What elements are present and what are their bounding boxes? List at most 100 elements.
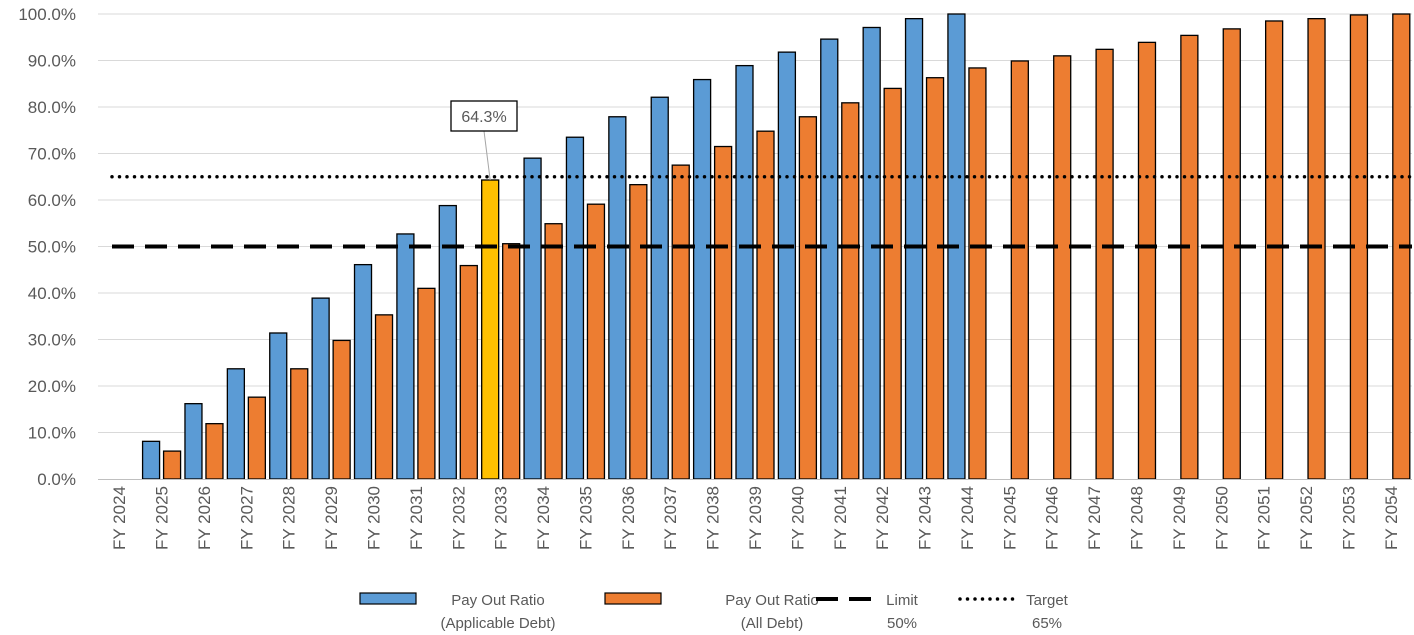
x-tick-label: FY 2037 — [661, 486, 680, 550]
x-tick-label: FY 2041 — [831, 486, 850, 550]
y-axis: 0.0% 10.0% 20.0% 30.0% 40.0% 50.0% 60.0% 70.0% 8… — [18, 5, 76, 489]
bar-applicable-debt — [311, 297, 330, 480]
x-tick-label: FY 2047 — [1085, 486, 1104, 550]
bar-applicable-debt — [141, 440, 161, 480]
legend-swatch — [604, 592, 662, 605]
bar-applicable-debt — [226, 368, 246, 480]
bar-applicable-debt — [396, 233, 415, 480]
x-tick-label: FY 2049 — [1170, 486, 1189, 550]
x-tick-label: FY 2032 — [449, 486, 468, 550]
y-tick-label: 100.0% — [18, 5, 76, 24]
x-tick-label: FY 2052 — [1297, 486, 1316, 550]
x-tick-label: FY 2044 — [958, 486, 977, 550]
legend-label: Pay Out Ratio — [725, 592, 818, 609]
bar-applicable-debt — [692, 78, 712, 480]
bar-all-debt — [629, 184, 648, 480]
y-tick-label: 70.0% — [28, 145, 76, 164]
bar-applicable-debt — [608, 116, 627, 480]
bar-applicable-debt — [565, 136, 585, 480]
bar-all-debt — [417, 287, 436, 480]
bar-all-debt — [205, 423, 224, 480]
x-tick-label: FY 2029 — [322, 486, 341, 550]
bar-all-debt — [713, 145, 733, 480]
y-tick-label: 20.0% — [28, 377, 76, 396]
bar-all-debt — [1180, 34, 1199, 480]
y-tick-label: 10.0% — [28, 424, 76, 443]
y-tick-label: 0.0% — [37, 470, 76, 489]
bar-all-debt — [1222, 28, 1241, 480]
y-tick-label: 50.0% — [28, 238, 76, 257]
callout-box — [450, 100, 518, 132]
bar-all-debt — [1264, 20, 1284, 480]
bar-all-debt — [841, 102, 860, 480]
y-tick-label: 80.0% — [28, 98, 76, 117]
bar-applicable-debt — [777, 51, 797, 480]
x-tick-label: FY 2030 — [365, 486, 384, 550]
bar-all-debt — [290, 368, 309, 480]
x-tick-label: FY 2042 — [873, 486, 892, 550]
legend-swatch — [359, 592, 417, 605]
y-tick-label: 60.0% — [28, 191, 76, 210]
x-tick-label: FY 2048 — [1127, 486, 1146, 550]
y-tick-label: 30.0% — [28, 331, 76, 350]
data-callout: 64.3% — [450, 100, 518, 181]
x-tick-label: FY 2054 — [1382, 486, 1401, 550]
bar-applicable-debt — [481, 179, 500, 480]
x-tick-label: FY 2027 — [237, 486, 256, 550]
bar-all-debt — [1095, 48, 1114, 480]
bar-all-debt — [1053, 55, 1072, 480]
legend-label: Pay Out Ratio — [451, 592, 544, 609]
y-tick-label: 40.0% — [28, 284, 76, 303]
bar-applicable-debt — [904, 17, 924, 480]
x-tick-label: FY 2040 — [788, 486, 807, 550]
bar-all-debt — [247, 396, 267, 480]
legend-label: 65% — [1032, 615, 1062, 632]
bar-all-debt — [332, 339, 351, 480]
bar-all-debt — [459, 264, 478, 480]
bar-applicable-debt — [353, 263, 373, 480]
bar-applicable-debt — [820, 38, 839, 480]
x-tick-label: FY 2036 — [619, 486, 638, 550]
bar-applicable-debt — [862, 26, 881, 480]
legend-label: (Applicable Debt) — [440, 615, 555, 632]
bar-all-debt — [374, 314, 394, 480]
x-tick-label: FY 2043 — [916, 486, 935, 550]
callout-leader-line — [483, 130, 491, 181]
bar-all-debt — [798, 116, 818, 480]
x-tick-label: FY 2039 — [746, 486, 765, 550]
x-tick-label: FY 2025 — [153, 486, 172, 550]
x-tick-label: FY 2033 — [492, 486, 511, 550]
bar-all-debt — [671, 164, 690, 480]
bar-all-debt — [544, 223, 563, 480]
x-tick-label: FY 2035 — [576, 486, 595, 550]
x-tick-label: FY 2045 — [1000, 486, 1019, 550]
bar-applicable-debt — [184, 403, 203, 480]
x-tick-label: FY 2051 — [1255, 486, 1274, 550]
bars — [141, 13, 1411, 480]
x-tick-label: FY 2053 — [1339, 486, 1358, 550]
legend-label: Limit — [886, 592, 919, 609]
x-tick-label: FY 2028 — [280, 486, 299, 550]
bar-all-debt — [1307, 17, 1326, 480]
legend-label: (All Debt) — [741, 615, 804, 632]
x-tick-label: FY 2024 — [110, 486, 129, 550]
bar-all-debt — [883, 87, 902, 480]
bar-all-debt — [1010, 60, 1029, 480]
x-tick-label: FY 2046 — [1043, 486, 1062, 550]
bar-applicable-debt — [269, 332, 288, 480]
x-tick-label: FY 2031 — [407, 486, 426, 550]
legend-label: Target — [1026, 592, 1069, 609]
bar-applicable-debt — [523, 157, 542, 480]
bar-all-debt — [756, 130, 775, 480]
bar-all-debt — [968, 67, 987, 480]
legend-label: 50% — [887, 615, 917, 632]
x-tick-label: FY 2050 — [1212, 486, 1231, 550]
bar-all-debt — [925, 77, 945, 480]
x-tick-label: FY 2038 — [704, 486, 723, 550]
callout-label: 64.3% — [461, 109, 506, 126]
bar-applicable-debt — [735, 64, 754, 480]
x-tick-label: FY 2026 — [195, 486, 214, 550]
x-axis: FY 2024 FY 2025 FY 2026 FY 2027 FY 2028 FY 20… — [110, 486, 1401, 550]
bar-applicable-debt — [650, 96, 669, 480]
